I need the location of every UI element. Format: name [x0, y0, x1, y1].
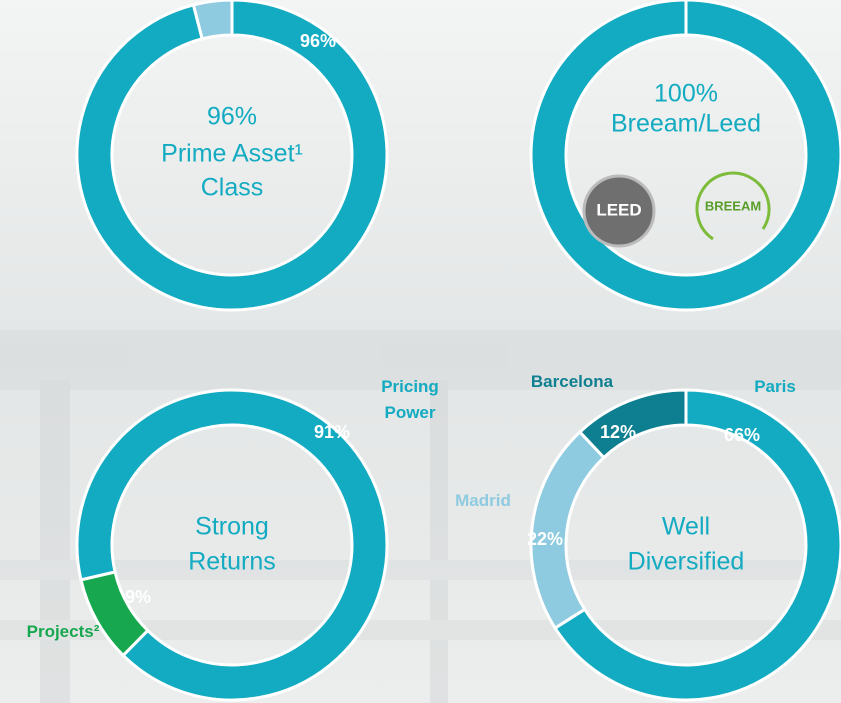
center-text: Breeam/Leed [611, 110, 761, 138]
center-text: Diversified [628, 548, 745, 576]
value-label: 12% [600, 422, 636, 442]
logo-text: BREEAM [705, 198, 761, 213]
value-label: 66% [724, 425, 760, 445]
category-label: Pricing Power [365, 374, 455, 426]
page: 96% 96% Prime Asset¹ Class 100%Breeam/Leed LE… [0, 0, 841, 703]
center-text: Class [201, 174, 264, 202]
logo-text: LEED [596, 200, 641, 219]
value-label: 9% [125, 587, 151, 607]
center-text: Well [662, 513, 710, 541]
center-text: Strong [195, 513, 269, 541]
value-label: 22% [527, 529, 563, 549]
center-text: Returns [188, 548, 276, 576]
chart: 96% 96% Prime Asset¹ Class 100%Breeam/Leed LE… [0, 0, 841, 703]
center-text: Prime Asset¹ [161, 140, 303, 168]
category-label: Madrid [455, 488, 511, 514]
donut-segment [193, 0, 232, 39]
category-label: Barcelona [531, 369, 613, 395]
center-text: 96% [207, 103, 257, 131]
category-label: Paris [754, 374, 796, 400]
category-label: Projects² [27, 619, 100, 645]
value-label: 91% [314, 422, 350, 442]
center-text: 100% [654, 80, 718, 108]
value-label: 96% [300, 31, 336, 51]
logo: LEED [584, 176, 654, 246]
